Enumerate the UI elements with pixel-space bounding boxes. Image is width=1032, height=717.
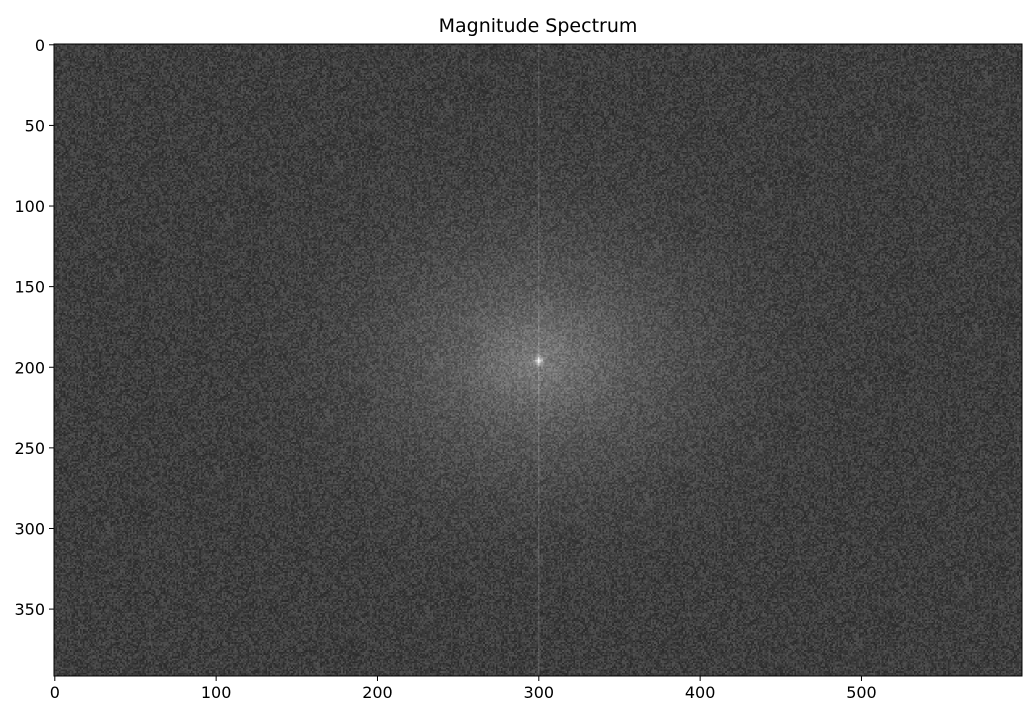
- x-tick-label: 300: [524, 683, 555, 702]
- y-tick-label: 250: [14, 439, 45, 458]
- y-tick-label: 100: [14, 197, 45, 216]
- y-tick-label: 0: [35, 36, 45, 55]
- x-tick-label: 0: [50, 683, 60, 702]
- y-tick-label: 150: [14, 278, 45, 297]
- axes-frame: [53, 43, 1023, 677]
- x-tick-label: 400: [685, 683, 716, 702]
- chart-title: Magnitude Spectrum: [439, 15, 638, 37]
- y-tick-label: 350: [14, 600, 45, 619]
- y-axis: 0 50 100 150 200 250 300 350: [14, 36, 54, 619]
- x-tick-label: 200: [362, 683, 393, 702]
- plot-area: [54, 44, 1022, 676]
- y-tick-label: 300: [14, 519, 45, 538]
- y-tick-label: 50: [25, 116, 45, 135]
- y-tick-label: 200: [14, 358, 45, 377]
- magnitude-spectrum-image: [54, 44, 1022, 676]
- x-axis: 0 100 200 300 400 500: [50, 676, 877, 702]
- x-tick-label: 500: [846, 683, 877, 702]
- x-tick-label: 100: [201, 683, 232, 702]
